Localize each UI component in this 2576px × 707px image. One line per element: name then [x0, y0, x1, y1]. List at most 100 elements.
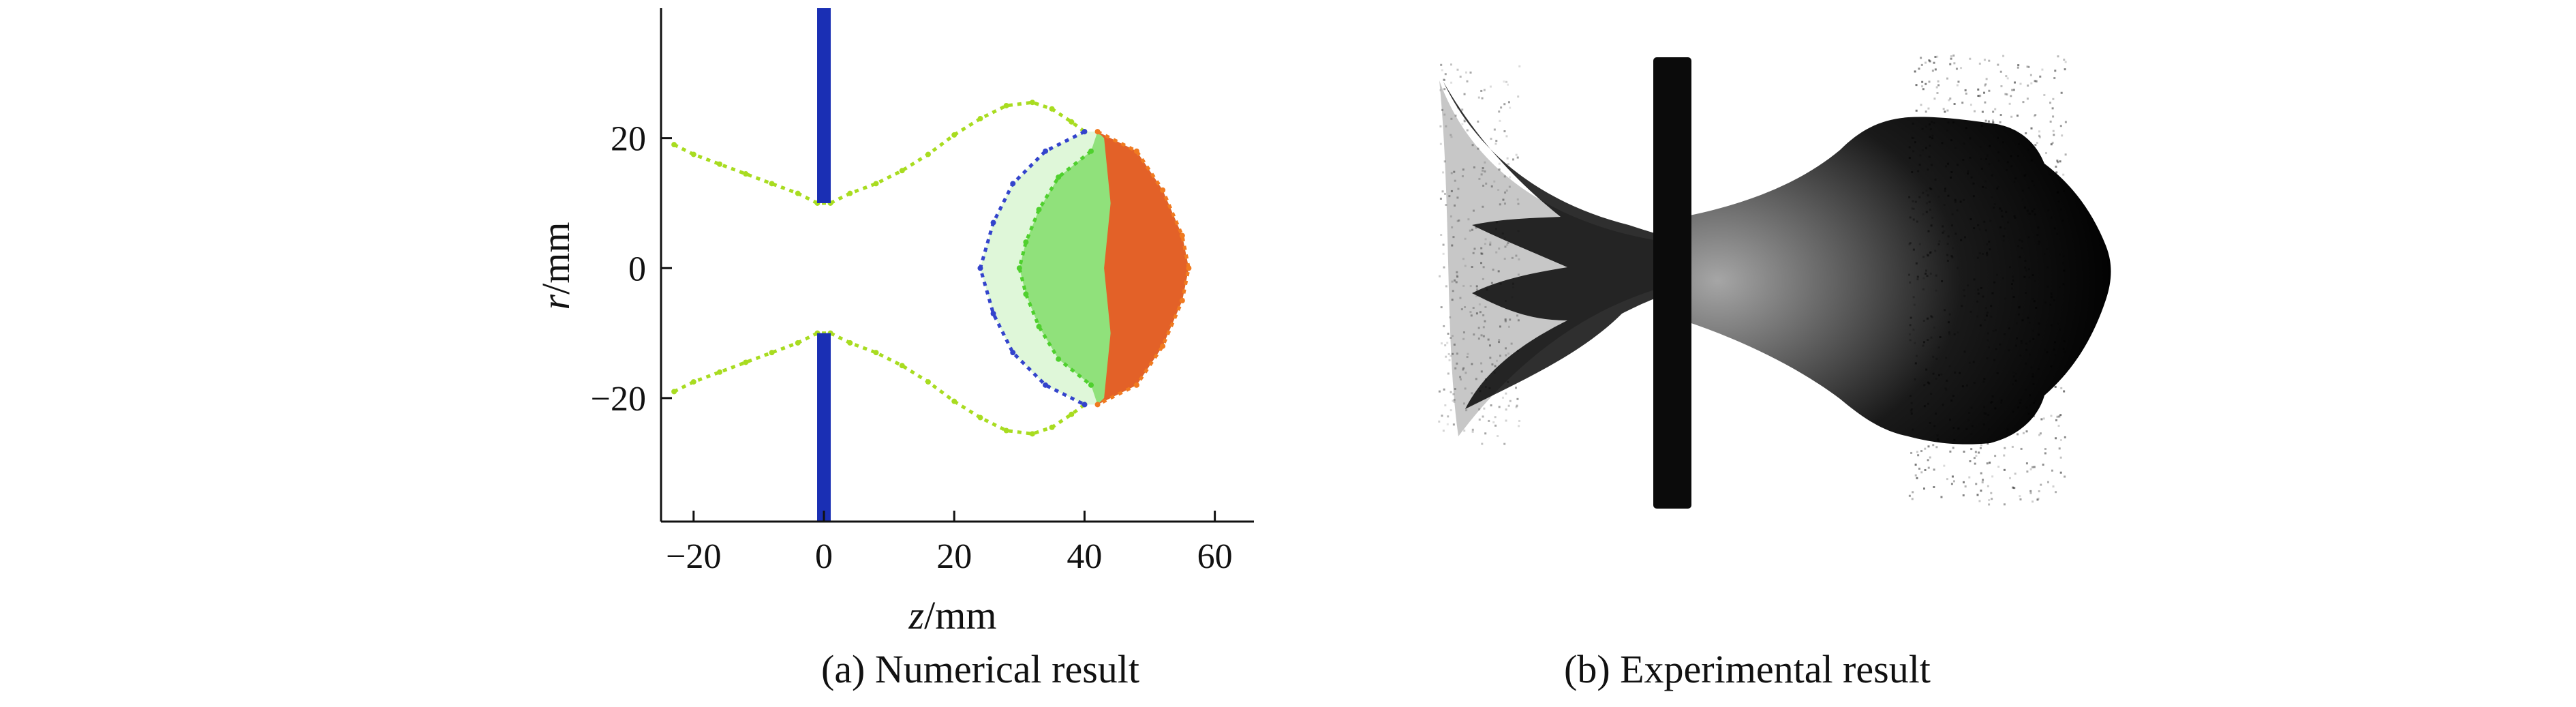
speckle: [2019, 495, 2021, 498]
point-outer-envelope-upper-1: [690, 151, 696, 157]
point-green-shell-7: [1056, 356, 1062, 362]
point-orange-front-2: [1160, 187, 1166, 193]
speckle: [1482, 314, 1485, 316]
speckle: [1490, 138, 1492, 140]
speckle: [1439, 89, 1442, 91]
speckle: [1929, 60, 1931, 63]
speckle: [2017, 433, 2019, 436]
speckle: [1445, 125, 1447, 127]
speckle: [2064, 153, 2067, 156]
point-outer-envelope-lower-14: [1003, 427, 1009, 434]
center-rod: [1653, 57, 1691, 509]
speckle: [1480, 252, 1483, 255]
speckle: [1987, 442, 1989, 445]
speckle: [1462, 168, 1465, 171]
speckle: [1462, 367, 1465, 370]
speckle: [1469, 285, 1472, 288]
speckle: [1445, 355, 1447, 358]
plot-area: [671, 8, 1192, 522]
speckle: [1988, 503, 1991, 506]
speckle: [1933, 97, 1936, 100]
speckle: [1999, 121, 2002, 123]
speckle: [1484, 243, 1486, 245]
point-green-shell-2: [1036, 207, 1042, 213]
point-green-shell-0: [1088, 148, 1094, 154]
speckle: [1933, 61, 1935, 64]
speckle: [1465, 372, 1467, 374]
speckle: [1471, 265, 1473, 268]
speckle: [1447, 415, 1450, 418]
speckle: [2010, 95, 2012, 97]
speckle: [1516, 404, 1518, 407]
point-outer-envelope-upper-17: [1069, 119, 1075, 125]
speckle: [1509, 176, 1512, 179]
speckle: [1984, 119, 1987, 122]
speckle: [2037, 497, 2040, 500]
speckle: [1488, 419, 1490, 422]
speckle: [1952, 55, 1955, 57]
speckle: [1505, 408, 1507, 411]
speckle: [1439, 142, 1442, 145]
speckle: [1928, 80, 1931, 83]
speckle: [1452, 236, 1455, 239]
speckle: [1978, 62, 1981, 65]
speckle: [1461, 108, 1464, 111]
speckle: [1997, 63, 1999, 66]
speckle: [1946, 109, 1949, 112]
speckle: [1516, 198, 1519, 201]
speckle: [2036, 498, 2039, 501]
speckle: [1984, 101, 1987, 104]
speckle: [1477, 327, 1480, 329]
speckle: [2041, 68, 2044, 71]
speckle: [1497, 270, 1500, 273]
point-blue-shell-8: [1082, 402, 1088, 408]
speckle: [1463, 430, 1466, 432]
speckle: [2003, 468, 2006, 471]
x-tick-label-60: 60: [1197, 537, 1233, 576]
speckle: [1974, 451, 1977, 453]
speckle: [2043, 93, 2046, 96]
speckle: [1450, 190, 1453, 192]
speckle: [2063, 59, 2066, 61]
speckle: [1452, 352, 1454, 355]
speckle: [2059, 125, 2062, 127]
speckle: [1914, 474, 1917, 477]
speckle: [1454, 387, 1456, 390]
speckle: [1503, 202, 1506, 205]
speckle: [1450, 391, 1452, 393]
point-outer-envelope-lower-9: [873, 350, 879, 356]
speckle: [1443, 78, 1446, 81]
speckle: [2064, 121, 2067, 123]
speckle: [1450, 117, 1453, 120]
speckle: [1442, 243, 1445, 246]
speckle: [1915, 109, 1918, 112]
speckle: [1461, 175, 1464, 178]
speckle: [1469, 229, 1471, 232]
speckle: [1459, 376, 1462, 378]
speckle: [2064, 61, 2067, 63]
speckle: [1472, 209, 1475, 212]
point-orange-front-4: [1186, 265, 1192, 271]
speckle: [1517, 319, 1520, 322]
speckle: [1457, 187, 1460, 190]
speckle: [1509, 106, 1512, 109]
speckle: [1950, 55, 1952, 58]
speckle: [1441, 190, 1444, 193]
y-axis-var: r: [534, 294, 578, 310]
speckle: [2055, 419, 2057, 421]
speckle: [2051, 469, 2053, 472]
point-orange-front-5: [1179, 297, 1185, 303]
speckle: [1443, 88, 1446, 91]
speckle: [1493, 180, 1496, 183]
speckle: [2034, 144, 2037, 147]
speckle: [2052, 130, 2055, 132]
left-plume: [1443, 82, 1670, 409]
speckle: [2005, 75, 2008, 78]
point-outer-envelope-lower-11: [925, 379, 931, 385]
speckle: [1471, 363, 1473, 365]
speckle: [2056, 160, 2059, 162]
speckle: [1927, 459, 1929, 462]
speckle: [1462, 368, 1465, 371]
speckle: [1973, 457, 1976, 460]
x-axis-unit: /mm: [924, 593, 996, 637]
